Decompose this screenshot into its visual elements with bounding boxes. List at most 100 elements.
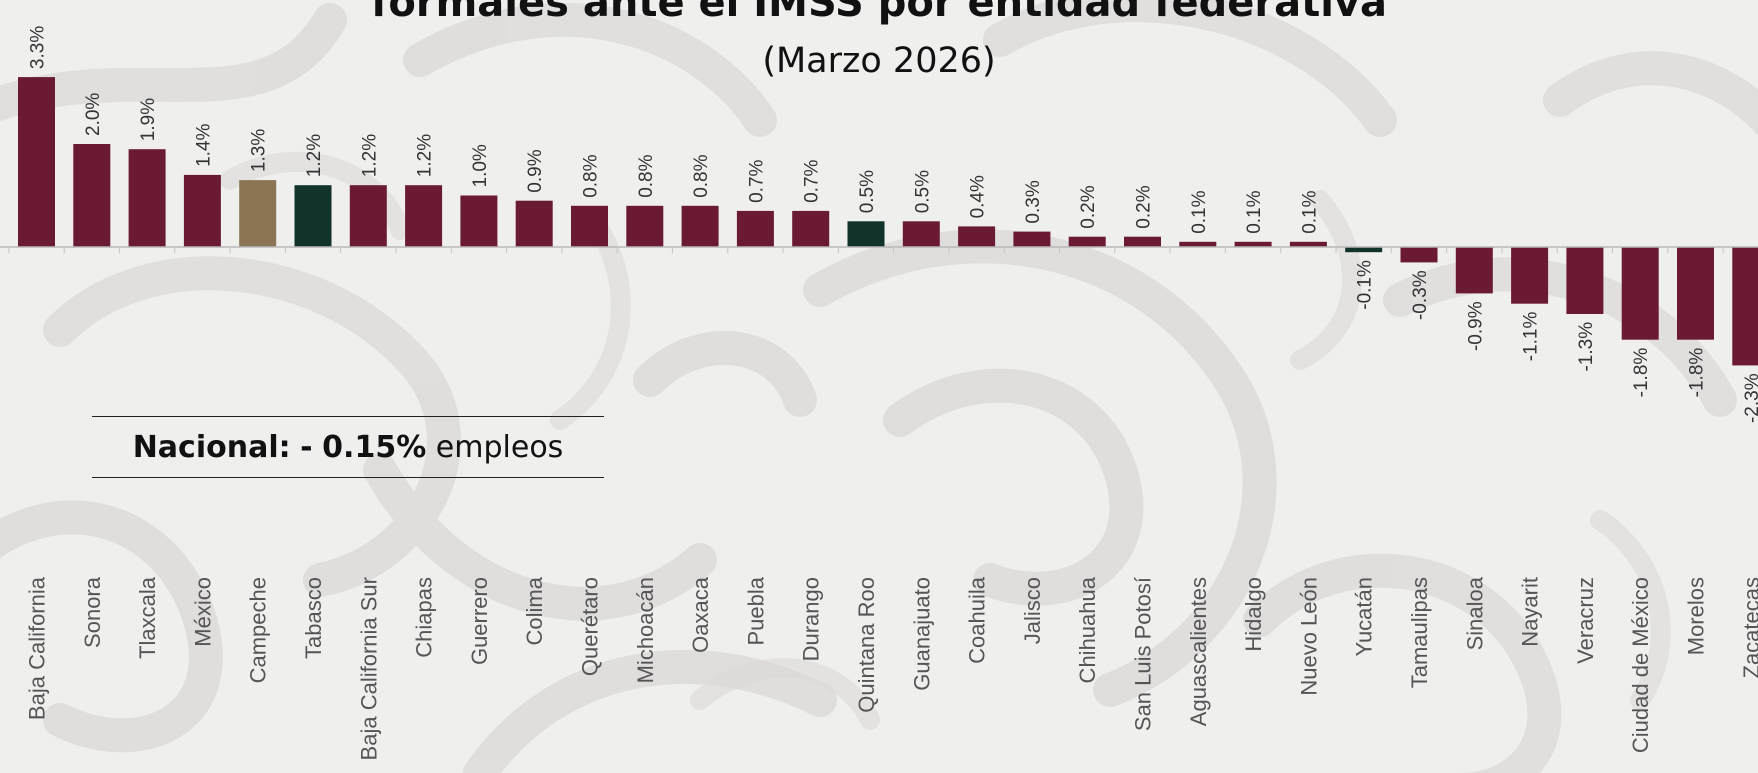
category-label: Sonora xyxy=(80,576,105,648)
data-label: 0.8% xyxy=(691,154,712,197)
data-label: -0.1% xyxy=(1355,260,1376,310)
bar xyxy=(1068,236,1106,247)
category-label: Hidalgo xyxy=(1241,577,1266,652)
category-label: Campeche xyxy=(246,577,271,683)
bar xyxy=(736,210,774,247)
bar xyxy=(1289,241,1327,247)
category-label: Oaxaca xyxy=(688,576,713,653)
category-label: Aguascalientes xyxy=(1186,577,1211,726)
bar xyxy=(571,205,608,247)
category-label: Tamaulipas xyxy=(1407,577,1432,688)
bar xyxy=(1621,247,1659,340)
category-label: Durango xyxy=(799,577,824,661)
data-label: -1.1% xyxy=(1521,312,1542,362)
bar xyxy=(1400,247,1438,263)
bar xyxy=(239,180,277,248)
category-label: Yucatán xyxy=(1352,577,1377,657)
bar xyxy=(1234,241,1272,247)
data-label: 0.9% xyxy=(525,149,546,192)
bar xyxy=(958,226,996,247)
data-label: 1.9% xyxy=(138,98,159,141)
data-label: 1.0% xyxy=(470,144,491,187)
category-label: Ciudad de México xyxy=(1628,577,1653,753)
category-label: Guanajuato xyxy=(909,577,934,691)
data-label: 0.8% xyxy=(636,154,657,197)
bar xyxy=(902,221,940,248)
category-label: Zacatecas xyxy=(1739,577,1758,679)
bar xyxy=(349,185,387,247)
bar xyxy=(460,195,498,247)
data-label: 0.2% xyxy=(1078,185,1099,228)
category-label: Colima xyxy=(522,576,547,645)
bar xyxy=(73,144,111,247)
category-label: Jalisco xyxy=(1020,577,1045,644)
bar xyxy=(847,221,885,248)
national-callout: Nacional: - 0.15% empleos xyxy=(92,416,604,478)
bar xyxy=(1677,247,1714,340)
callout-value: 0.15% xyxy=(322,429,427,465)
category-label: Chiapas xyxy=(412,577,437,658)
data-label: 0.4% xyxy=(968,175,989,218)
bar xyxy=(18,77,55,247)
data-labels: 3.3% 2.0% 1.9% 1.4% 1.3% 1.2% 1.2% 1.2% 1.0% 0.9%… xyxy=(28,26,1758,423)
bar xyxy=(626,205,664,247)
data-label: 0.7% xyxy=(746,159,767,202)
category-label: Chihuahua xyxy=(1075,576,1100,683)
category-label: Morelos xyxy=(1684,577,1709,655)
data-label: -0.9% xyxy=(1465,301,1486,351)
category-label: Nuevo León xyxy=(1296,577,1321,696)
data-label: -1.8% xyxy=(1631,348,1652,398)
data-label: 2.0% xyxy=(83,93,104,136)
category-label: México xyxy=(190,577,215,647)
category-label: Michoacán xyxy=(633,577,658,683)
bar xyxy=(294,185,332,247)
chart-title: formales ante el IMSS por entidad federa… xyxy=(371,0,1387,26)
bar xyxy=(792,210,830,247)
bar xyxy=(183,174,221,247)
data-label: 1.2% xyxy=(415,134,436,177)
category-label: Nayarit xyxy=(1518,577,1543,647)
bar xyxy=(1511,247,1549,304)
data-label: 0.1% xyxy=(1244,190,1265,233)
category-label: Tlaxcala xyxy=(135,576,160,659)
bar xyxy=(1345,247,1383,253)
bar xyxy=(681,205,719,247)
data-label: -2.3% xyxy=(1742,373,1758,423)
data-label: 0.1% xyxy=(1189,190,1210,233)
category-label: Puebla xyxy=(743,576,768,645)
bar xyxy=(1179,241,1217,247)
bars xyxy=(18,77,1758,366)
category-label: Guerrero xyxy=(467,577,492,665)
bar xyxy=(405,185,443,247)
data-label: 0.1% xyxy=(1299,190,1320,233)
category-label: San Luis Potosí xyxy=(1131,577,1156,731)
data-label: 0.5% xyxy=(857,170,878,213)
data-label: 1.2% xyxy=(304,134,325,177)
bar xyxy=(1013,231,1051,247)
category-label: Coahuila xyxy=(965,576,990,664)
bar xyxy=(1566,247,1604,314)
data-label: 0.7% xyxy=(802,159,823,202)
data-label: 3.3% xyxy=(28,26,49,69)
data-label: 1.3% xyxy=(249,129,270,172)
chart-subtitle: (Marzo 2026) xyxy=(762,41,996,81)
bar xyxy=(128,149,166,247)
category-labels: Baja California Sonora Tlaxcala México Campe… xyxy=(25,576,1758,760)
category-label: Baja California xyxy=(25,576,50,720)
data-label: 1.4% xyxy=(193,123,214,166)
category-label: Veracruz xyxy=(1573,577,1598,664)
data-label: 1.2% xyxy=(359,134,380,177)
category-label: Sinaloa xyxy=(1462,576,1487,650)
data-label: 0.5% xyxy=(912,170,933,213)
category-label: Quintana Roo xyxy=(854,577,879,713)
category-label: Tabasco xyxy=(301,577,326,659)
bar xyxy=(1732,247,1758,366)
data-label: 0.2% xyxy=(1134,185,1155,228)
bar xyxy=(1455,247,1493,294)
data-label: 0.3% xyxy=(1023,180,1044,223)
callout-unit: empleos xyxy=(435,429,564,465)
callout-label: Nacional: xyxy=(132,429,291,465)
